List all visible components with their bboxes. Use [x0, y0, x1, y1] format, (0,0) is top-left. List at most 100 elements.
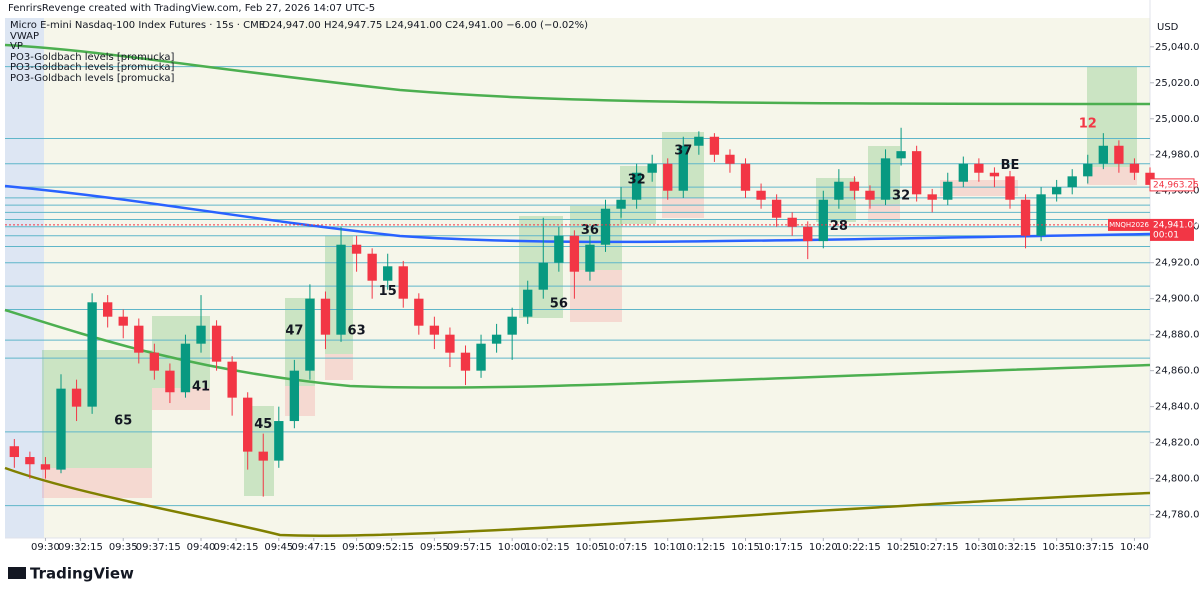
candle-body — [538, 262, 548, 290]
chart-title: Micro E-mini Nasdaq-100 Index Futures · … — [10, 20, 265, 31]
candle-body — [725, 154, 735, 164]
candle-body — [631, 172, 642, 200]
premarket-band — [5, 18, 44, 538]
footer-logo: TradingView — [30, 565, 134, 583]
candle-body — [351, 244, 362, 254]
y-tick-label: 25,040.00 — [1155, 42, 1200, 53]
annotation: 47 — [285, 324, 303, 339]
zone-red — [570, 270, 622, 322]
x-tick-label: 09:50 — [342, 542, 371, 553]
last-close-tag — [1149, 178, 1195, 192]
logo-mark — [8, 567, 26, 579]
candle-body — [1114, 145, 1124, 164]
candle-body — [507, 316, 517, 335]
annotation: 37 — [674, 144, 692, 159]
candle-body — [880, 158, 891, 200]
indicator: VWAP — [10, 31, 39, 42]
annotation: 36 — [581, 223, 599, 238]
candle-body — [616, 199, 626, 209]
candle-body — [740, 163, 751, 191]
candle-body — [227, 361, 237, 398]
candle-body — [196, 325, 206, 344]
y-tick-label: 24,800.00 — [1155, 474, 1200, 485]
y-tick-label: 24,860.00 — [1155, 366, 1200, 377]
candle-body — [771, 199, 782, 218]
x-tick-label: 09:52:15 — [369, 542, 414, 553]
candle-body — [1083, 163, 1093, 177]
candle-body — [1067, 176, 1077, 188]
x-tick-label: 09:55 — [420, 542, 449, 553]
candle-body — [1005, 176, 1015, 200]
candle-body — [974, 163, 984, 173]
annotation: 56 — [550, 297, 568, 312]
currency: USD — [1157, 22, 1179, 33]
candle-body — [989, 172, 1000, 177]
candle-body — [927, 194, 937, 200]
candle-body — [523, 289, 533, 317]
candle-body — [367, 253, 377, 281]
indicator: PO3-Goldbach levels [promucka] — [10, 52, 174, 63]
symbol-tag — [1108, 218, 1150, 231]
candle-body — [274, 421, 284, 461]
candle-body — [585, 244, 595, 272]
x-tick-label: 09:40 — [187, 542, 216, 553]
x-tick-label: 10:27:15 — [914, 542, 959, 553]
candle-body — [414, 298, 424, 326]
zone-green — [1087, 67, 1137, 167]
zone-red — [868, 204, 900, 222]
annotation: 28 — [830, 219, 848, 234]
y-tick-label: 24,820.00 — [1155, 438, 1200, 449]
candle-body — [600, 208, 611, 245]
candle-body — [569, 235, 580, 272]
x-tick-label: 09:37:15 — [136, 542, 181, 553]
y-tick-label: 24,980.00 — [1155, 150, 1200, 161]
x-tick-label: 10:02:15 — [525, 542, 570, 553]
x-tick-label: 09:42:15 — [214, 542, 259, 553]
candle-body — [445, 334, 455, 353]
y-tick-label: 24,880.00 — [1155, 330, 1200, 341]
candles — [9, 127, 1155, 497]
candle-body — [1036, 194, 1046, 236]
x-tick-label: 10:12:15 — [680, 542, 725, 553]
candle-body — [896, 151, 906, 159]
candle-body — [103, 302, 113, 317]
candle-body — [1020, 199, 1031, 236]
x-tick-label: 09:32:15 — [58, 542, 103, 553]
candle-body — [56, 388, 66, 470]
y-tick-label: 24,780.00 — [1155, 510, 1200, 521]
vwap-lower-band-2 — [4, 466, 1151, 537]
candle-body — [1098, 145, 1108, 164]
x-tick-label: 09:30 — [31, 542, 60, 553]
x-tick-label: 10:22:15 — [836, 542, 881, 553]
x-tick-label: 10:17:15 — [758, 542, 803, 553]
indicator: PO3-Goldbach levels [promucka] — [10, 73, 174, 84]
zone-red — [285, 386, 315, 416]
candle-body — [9, 446, 20, 458]
candle-body — [1129, 163, 1140, 173]
candle-body — [491, 334, 502, 344]
x-tick-label: 10:32:15 — [991, 542, 1036, 553]
x-tick-label: 10:40 — [1120, 542, 1149, 553]
credit: FenrirsRevenge created with TradingView.… — [8, 3, 375, 14]
candle-body — [87, 302, 97, 407]
y-tick-label: 25,000.00 — [1155, 114, 1200, 125]
indicator: VP — [10, 41, 23, 52]
x-tick-label: 09:57:15 — [447, 542, 492, 553]
x-tick-label: 09:35 — [109, 542, 138, 553]
candle-body — [243, 397, 253, 452]
candle-body — [134, 325, 144, 353]
x-tick-label: 10:00 — [498, 542, 527, 553]
annotation: 12 — [1079, 117, 1097, 132]
candle-body — [865, 190, 875, 200]
candle-body — [756, 190, 766, 200]
candle-body — [663, 163, 673, 191]
annotation: 32 — [628, 172, 646, 187]
candle-body — [305, 298, 315, 371]
candle-body — [320, 298, 331, 335]
x-tick-label: 09:47:15 — [291, 542, 336, 553]
candle-body — [71, 388, 82, 407]
x-tick-label: 10:37:15 — [1069, 542, 1114, 553]
current-price-label: 24,941.00 — [1153, 220, 1199, 230]
x-tick-label: 09:45 — [264, 542, 293, 553]
candle-body — [678, 145, 688, 191]
